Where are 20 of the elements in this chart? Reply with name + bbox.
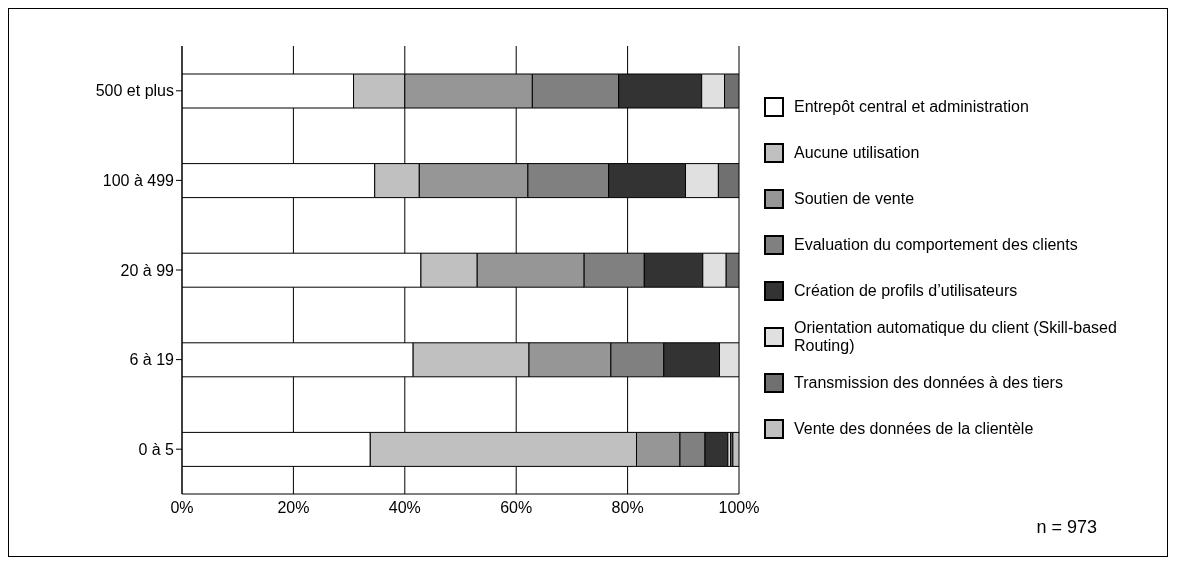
legend-label: Entrepôt central et administration xyxy=(794,98,1029,116)
x-tick-label: 20% xyxy=(277,499,310,517)
legend-label: Orientation automatique du client (Skill-based Routing) xyxy=(794,319,1118,355)
legend-label: Aucune utilisation xyxy=(794,144,920,162)
y-tick-label: 100 à 499 xyxy=(102,172,175,190)
y-tick-label: 6 à 19 xyxy=(129,351,175,369)
x-tick-label: 0% xyxy=(170,499,194,517)
legend-label: Création de profils d’utilisateurs xyxy=(794,282,1018,300)
y-tick-label: 500 et plus xyxy=(95,82,174,100)
text: n = 973 xyxy=(1036,517,1097,538)
legend-label: Vente des données de la clientèle xyxy=(794,420,1034,438)
legend-label: Evaluation du comportement des clients xyxy=(794,236,1078,254)
x-tick-label: 40% xyxy=(388,499,421,517)
legend-label: Transmission des données à des tiers xyxy=(794,374,1063,392)
y-tick-label: 20 à 99 xyxy=(120,261,175,279)
x-tick-label: 60% xyxy=(500,499,533,517)
x-tick-label: 80% xyxy=(611,499,644,517)
x-tick-label: 100% xyxy=(718,499,760,517)
legend-label: Soutien de vente xyxy=(794,190,915,208)
y-tick-label: 0 à 5 xyxy=(138,440,175,458)
